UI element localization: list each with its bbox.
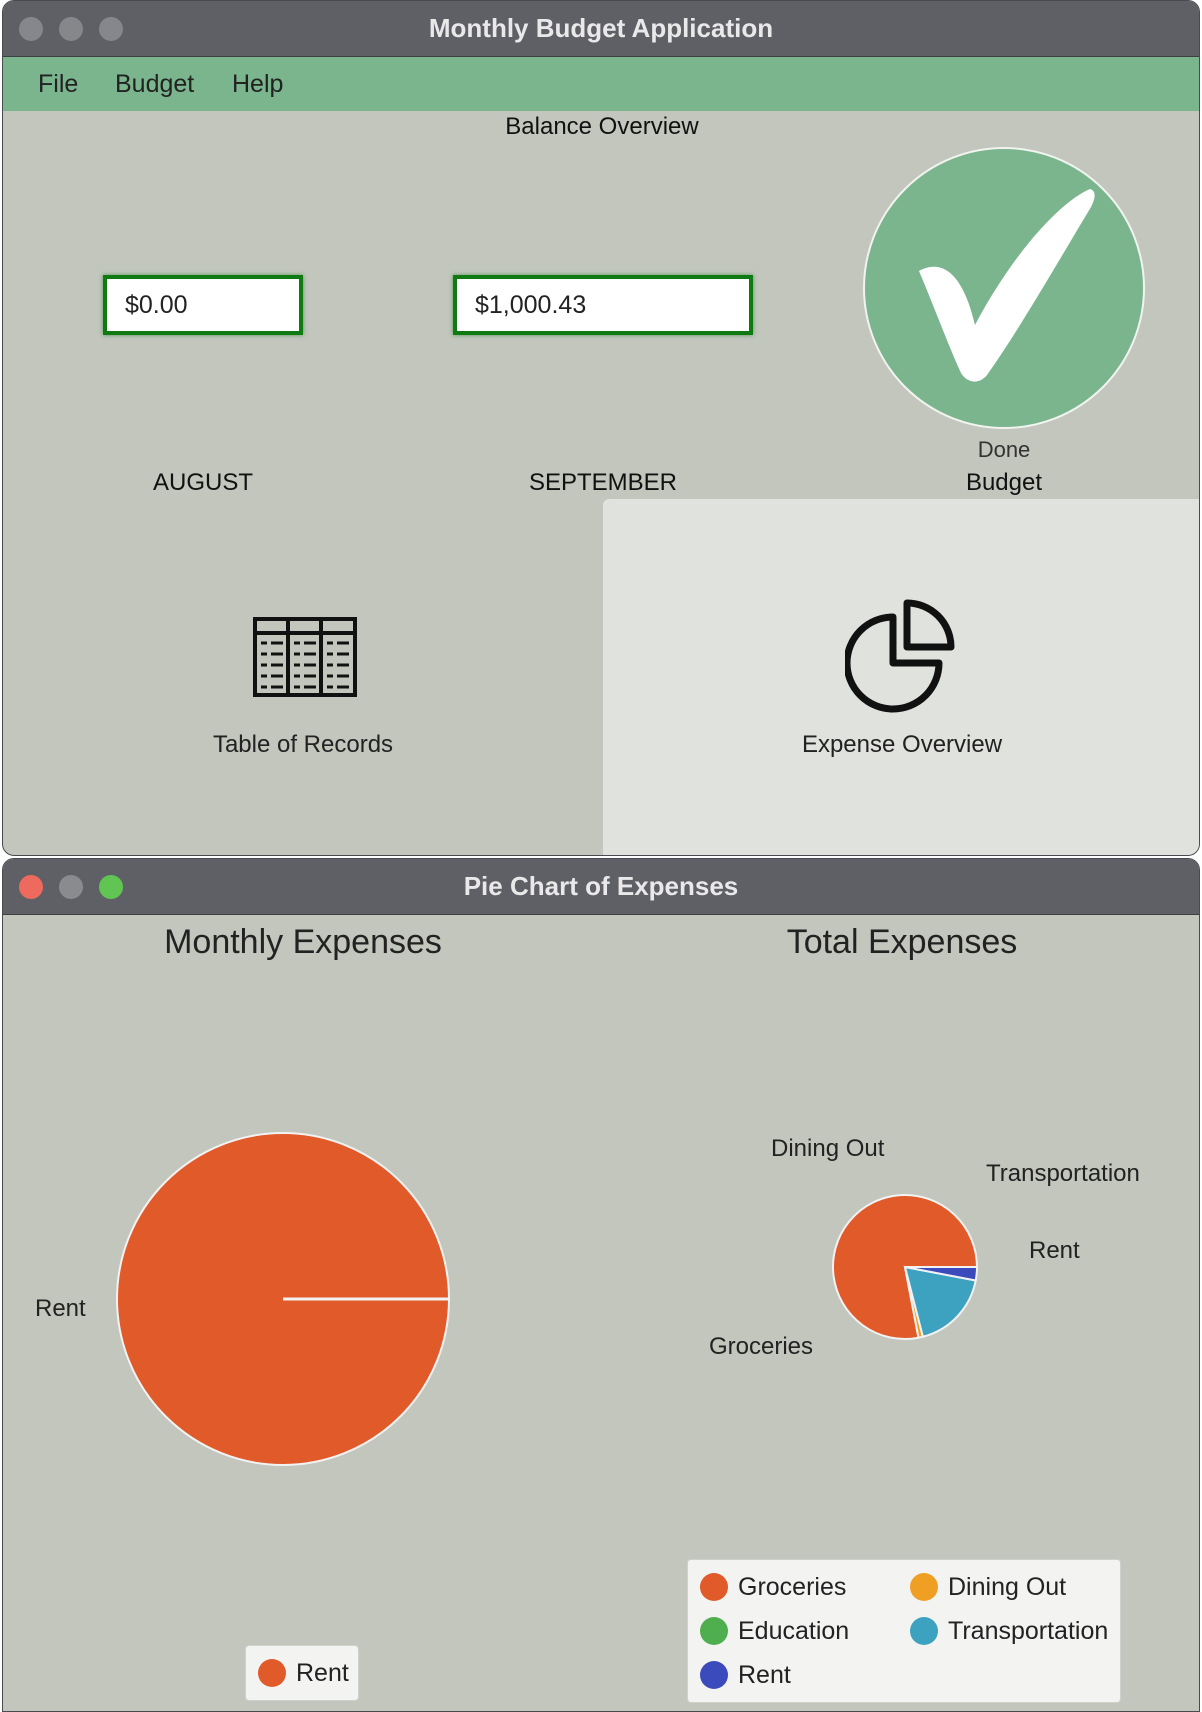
slice-label-rent: Rent: [35, 1295, 86, 1322]
legend-label: Education: [738, 1617, 850, 1645]
total-expenses-title: Total Expenses: [786, 923, 1018, 961]
monthly-expenses-pie: [116, 1132, 450, 1466]
august-label: AUGUST: [152, 469, 253, 496]
pie-slice-rent: [904, 1266, 979, 1282]
slice-label-rent: Rent: [1029, 1237, 1080, 1264]
balance-overview-title: Balance Overview: [505, 113, 699, 140]
legend-label: Groceries: [738, 1573, 847, 1601]
legend-label: Transportation: [948, 1617, 1109, 1645]
september-label: SEPTEMBER: [528, 469, 678, 496]
chart-window: Pie Chart of Expenses Monthly Expenses T…: [2, 858, 1200, 1712]
legend-education-swatch: [700, 1617, 728, 1645]
september-balance-field[interactable]: $1,000.43: [453, 275, 753, 335]
minimize-button[interactable]: [59, 875, 83, 899]
window-title: Monthly Budget Application: [428, 13, 774, 43]
slice-label-groceries: Groceries: [709, 1333, 814, 1360]
budget-label: Budget: [965, 469, 1043, 496]
total-expenses-pie: [832, 1194, 979, 1340]
monthly-expenses-title: Monthly Expenses: [164, 923, 442, 961]
legend-label: Rent: [296, 1659, 349, 1687]
zoom-button[interactable]: [99, 17, 123, 41]
menu-file[interactable]: File: [38, 70, 79, 98]
expense-overview-button[interactable]: Expense Overview: [603, 499, 1199, 855]
legend-transportation-swatch: [910, 1617, 938, 1645]
table-icon: [253, 617, 357, 697]
slice-label-transportation: Transportation: [986, 1160, 1140, 1187]
august-balance-field[interactable]: $0.00: [103, 275, 303, 335]
total-legend: Groceries Dining Out Education Transport…: [687, 1559, 1121, 1703]
expense-overview-label: Expense Overview: [801, 731, 1003, 758]
checkmark-icon: [919, 189, 1095, 382]
legend-rent-swatch: [700, 1661, 728, 1689]
menu-bar: File Budget Help: [3, 57, 1199, 111]
pie-slice-transportation: [903, 1265, 977, 1338]
legend-rent-swatch: [258, 1659, 286, 1687]
legend-groceries-swatch: [700, 1573, 728, 1601]
done-budget-button[interactable]: [863, 147, 1145, 429]
monthly-legend: Rent: [245, 1645, 359, 1701]
chart-titlebar: Pie Chart of Expenses: [3, 859, 1199, 915]
main-titlebar: Monthly Budget Application: [3, 1, 1199, 57]
pie-chart-icon: [845, 599, 955, 713]
window-title: Pie Chart of Expenses: [463, 871, 739, 901]
legend-label: Dining Out: [948, 1573, 1067, 1601]
zoom-button[interactable]: [99, 875, 123, 899]
legend-dining-out-swatch: [910, 1573, 938, 1601]
menu-help[interactable]: Help: [232, 70, 284, 98]
table-of-records-label: Table of Records: [212, 731, 394, 758]
close-button[interactable]: [19, 875, 43, 899]
legend-label: Rent: [738, 1661, 791, 1689]
main-window: Monthly Budget Application File Budget H…: [2, 0, 1200, 856]
slice-label-dining-out: Dining Out: [771, 1135, 885, 1162]
minimize-button[interactable]: [59, 17, 83, 41]
done-label: Done: [977, 437, 1031, 462]
table-of-records-button[interactable]: Table of Records: [3, 499, 603, 855]
close-button[interactable]: [19, 17, 43, 41]
menu-budget[interactable]: Budget: [115, 70, 195, 98]
